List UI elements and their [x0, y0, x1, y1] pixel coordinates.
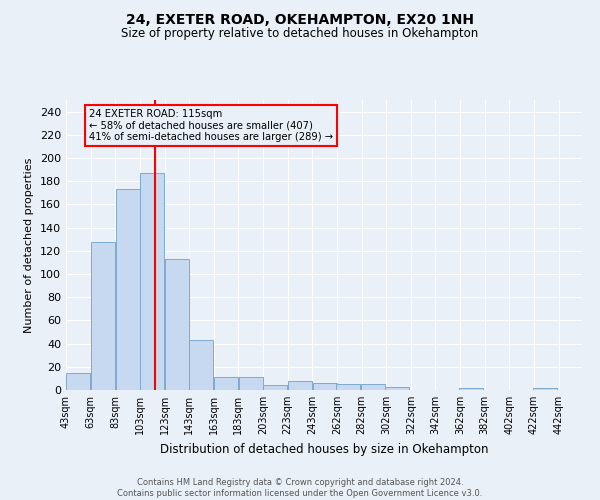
Text: Size of property relative to detached houses in Okehampton: Size of property relative to detached ho… — [121, 28, 479, 40]
Bar — [214, 377, 238, 390]
Bar — [239, 377, 263, 390]
Text: 24 EXETER ROAD: 115sqm
← 58% of detached houses are smaller (407)
41% of semi-de: 24 EXETER ROAD: 115sqm ← 58% of detached… — [89, 108, 334, 142]
Bar — [313, 383, 337, 390]
Bar — [165, 259, 189, 390]
Bar — [336, 384, 360, 390]
Y-axis label: Number of detached properties: Number of detached properties — [25, 158, 34, 332]
Bar — [263, 386, 287, 390]
Bar — [533, 388, 557, 390]
Text: Contains HM Land Registry data © Crown copyright and database right 2024.
Contai: Contains HM Land Registry data © Crown c… — [118, 478, 482, 498]
Bar — [385, 386, 409, 390]
Text: 24, EXETER ROAD, OKEHAMPTON, EX20 1NH: 24, EXETER ROAD, OKEHAMPTON, EX20 1NH — [126, 12, 474, 26]
Bar — [459, 388, 483, 390]
Bar — [288, 380, 312, 390]
Bar — [91, 242, 115, 390]
Bar — [190, 340, 214, 390]
Bar — [67, 372, 91, 390]
Bar — [116, 190, 140, 390]
Bar — [140, 173, 164, 390]
X-axis label: Distribution of detached houses by size in Okehampton: Distribution of detached houses by size … — [160, 442, 488, 456]
Bar — [361, 384, 385, 390]
